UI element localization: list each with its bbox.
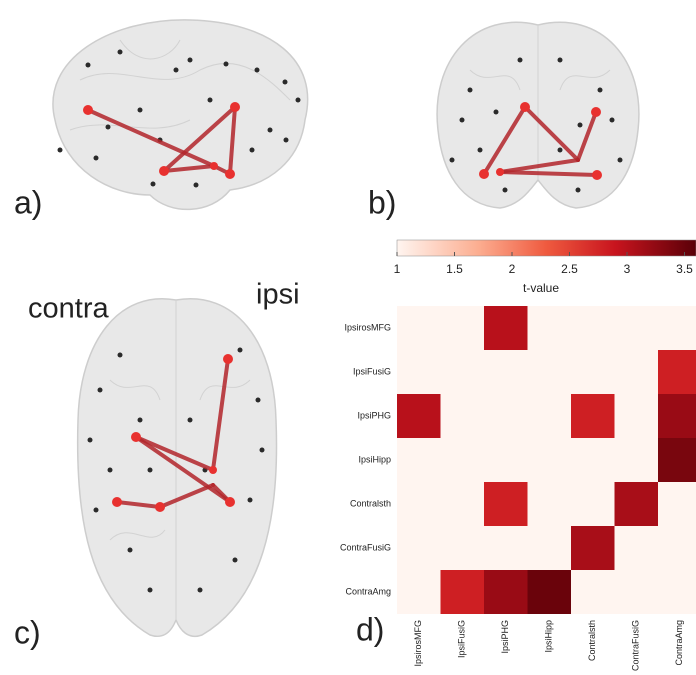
- colorbar-tick-label: 1: [394, 262, 401, 276]
- column-label: ContraFusiG: [631, 620, 641, 671]
- row-label: IpsiPHG: [357, 410, 391, 420]
- column-label: Contralsth: [587, 620, 597, 661]
- column-label: IpsiHipp: [544, 620, 554, 653]
- side-label: contra: [28, 293, 109, 325]
- column-label: ContraAmg: [674, 620, 684, 666]
- heatmap-cell: [614, 482, 658, 526]
- heatmap-cell: [571, 394, 615, 438]
- heatmap-cell: [484, 306, 528, 350]
- heatmap-cell: [484, 482, 528, 526]
- colorbar-tick-label: 1.5: [446, 262, 463, 276]
- colorbar-tick-label: 3.5: [676, 262, 693, 276]
- heatmap-cell: [484, 570, 528, 614]
- brain-sagittal: [52, 19, 309, 211]
- heatmap-cell: [440, 570, 484, 614]
- heatmap-cell: [571, 526, 615, 570]
- colorbar-tick-label: 3: [624, 262, 631, 276]
- panel-label: d): [356, 611, 384, 647]
- row-label: ContraAmg: [345, 586, 391, 596]
- heatmap-cell: [658, 350, 696, 394]
- side-label: ipsi: [256, 279, 300, 311]
- row-label: ContraFusiG: [340, 542, 391, 552]
- heatmap-cell: [658, 394, 696, 438]
- row-label: IpsiFusiG: [353, 366, 391, 376]
- colorbar-tick-label: 2.5: [561, 262, 578, 276]
- heatmap-background: [397, 306, 696, 614]
- colorbar-tick-label: 2: [509, 262, 516, 276]
- panel-label: a): [14, 184, 42, 220]
- heatmap-cell: [527, 570, 571, 614]
- panel-label: c): [14, 614, 41, 650]
- colorbar: [396, 239, 696, 257]
- brain-coronal: [436, 21, 640, 209]
- row-label: Contralsth: [350, 498, 391, 508]
- heatmap-cell: [658, 438, 696, 482]
- row-label: IpsirosMFG: [344, 322, 391, 332]
- row-label: IpsiHipp: [358, 454, 391, 464]
- brain-axial: [76, 298, 278, 637]
- panel-label: b): [368, 184, 396, 220]
- column-label: IpsirosMFG: [413, 620, 423, 667]
- column-label: IpsiPHG: [500, 620, 510, 654]
- colorbar-label: t-value: [523, 281, 559, 295]
- heatmap-cell: [397, 394, 441, 438]
- column-label: IpsiFusiG: [457, 620, 467, 658]
